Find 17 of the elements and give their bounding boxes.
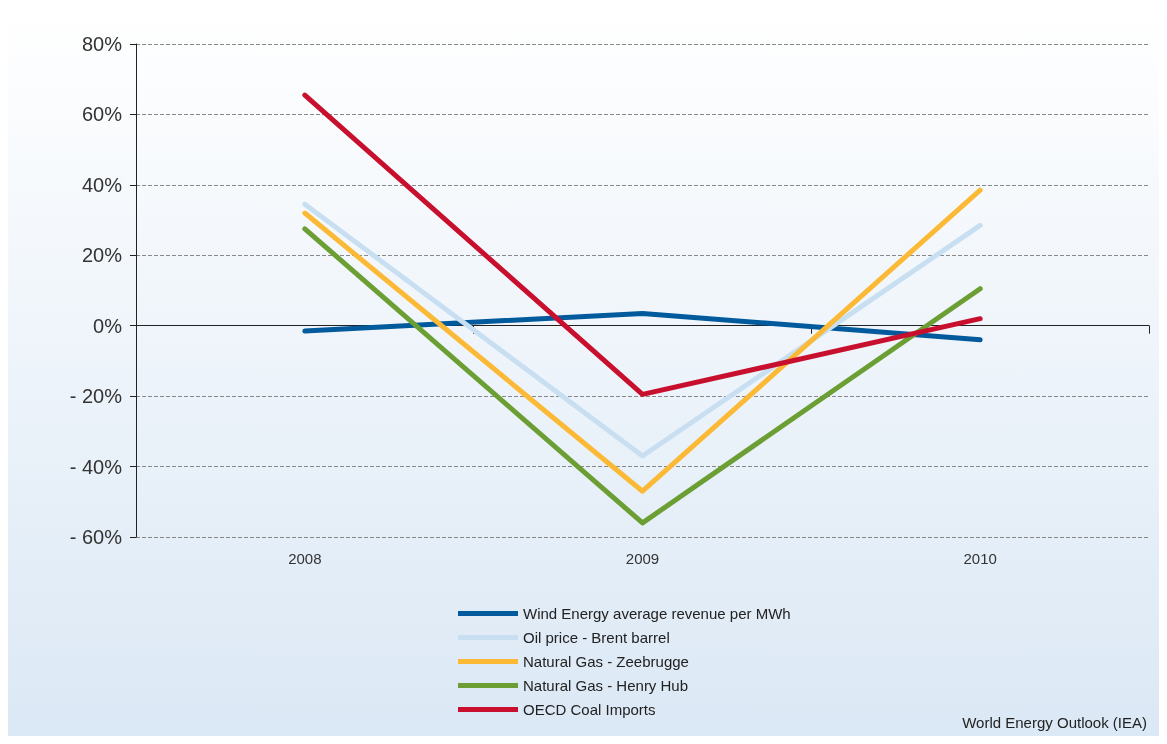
x-tick-label: 2010 (963, 550, 997, 567)
legend-label: OECD Coal Imports (523, 701, 656, 718)
y-tick-label: - 20% (69, 385, 123, 408)
y-tick-label: 40% (81, 173, 123, 196)
text: World Energy Outlook (IEA) (962, 714, 1148, 731)
y-tick-label: 60% (81, 103, 123, 126)
legend-label: Oil price - Brent barrel (523, 629, 670, 646)
y-tick-label: 80% (81, 33, 123, 55)
y-tick-label: - 60% (69, 526, 123, 548)
y-tick-label: - 40% (69, 455, 123, 478)
y-tick-label: 20% (81, 244, 123, 267)
legend-label: Natural Gas - Zeebrugge (523, 653, 689, 670)
legend-label: Wind Energy average revenue per MWh (523, 605, 791, 622)
x-tick-label: 2009 (625, 550, 660, 567)
y-tick-label: 0% (93, 314, 123, 337)
legend-label: Natural Gas - Henry Hub (523, 677, 689, 694)
x-tick-label: 2008 (288, 550, 322, 567)
